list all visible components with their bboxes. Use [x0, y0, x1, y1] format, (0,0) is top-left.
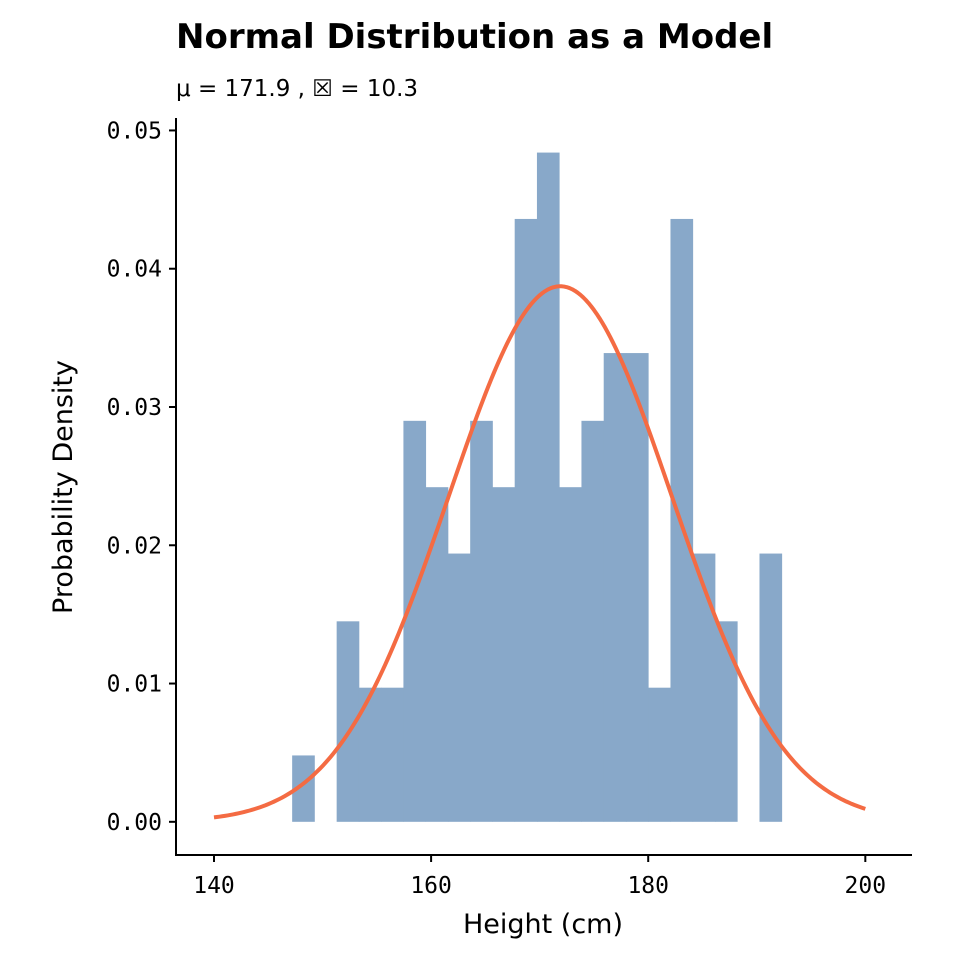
x-tick-label: 200	[845, 873, 887, 899]
y-tick-label: 0.00	[107, 810, 162, 836]
normal-density-curve	[213, 284, 866, 820]
histogram-bar	[692, 553, 716, 822]
y-tick-label: 0.04	[107, 257, 162, 283]
histogram-bar	[447, 553, 471, 822]
histogram-bar	[514, 218, 538, 822]
y-tick-label: 0.05	[107, 118, 162, 144]
histogram-bar	[292, 755, 315, 822]
histogram-bar	[759, 553, 783, 822]
y-tick-label: 0.01	[107, 672, 162, 698]
histogram-bar	[381, 687, 404, 822]
histogram-bar	[470, 420, 493, 822]
histogram-bar	[648, 687, 671, 822]
histogram-bar	[714, 621, 738, 822]
x-axis-ticks: 140 160 180 200	[193, 855, 886, 899]
histogram-bar	[603, 353, 627, 822]
histogram-bar	[492, 487, 516, 822]
histogram-bar	[425, 487, 449, 822]
x-tick-label: 140	[193, 873, 235, 899]
histogram-bar	[625, 353, 649, 822]
y-tick-label: 0.02	[107, 533, 162, 559]
histogram-bar	[581, 420, 605, 822]
histogram-bar	[536, 152, 560, 822]
histogram-bar	[336, 621, 360, 822]
chart-title: Normal Distribution as a Model	[176, 17, 773, 57]
x-tick-label: 160	[410, 873, 452, 899]
x-axis-title: Height (cm)	[463, 909, 623, 940]
y-axis-title: Probability Density	[48, 360, 79, 614]
y-tick-label: 0.03	[107, 395, 162, 421]
y-axis-ticks: 0.00 0.01 0.02 0.03 0.04 0.05	[107, 118, 176, 836]
x-tick-label: 180	[627, 873, 669, 899]
histogram-bar	[559, 487, 582, 822]
chart-subtitle: μ = 171.9 , ☒ = 10.3	[176, 76, 418, 102]
histogram-bar	[403, 420, 427, 822]
histogram-bar	[358, 687, 382, 822]
histogram-bars	[292, 152, 783, 822]
